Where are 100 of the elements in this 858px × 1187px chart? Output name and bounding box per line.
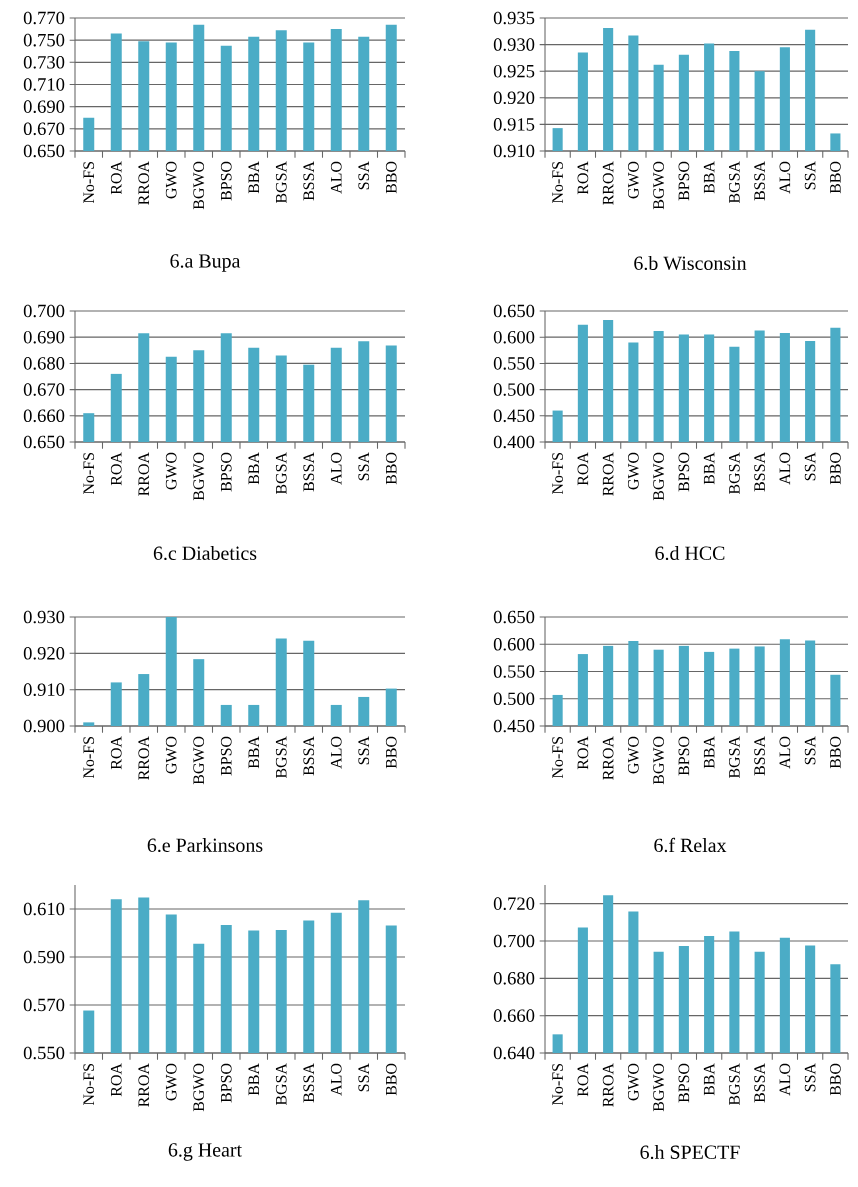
x-tick-label: SSA <box>804 736 816 765</box>
x-tick-label: BPSO <box>220 161 232 201</box>
x-tick-label: BSSA <box>303 452 315 492</box>
x-tick-label: BPSO <box>220 452 232 492</box>
x-tick-label: BGWO <box>653 452 665 501</box>
y-tick-label: 0.400 <box>493 435 535 449</box>
x-tick-label: BGSA <box>729 161 740 204</box>
x-tick-label: RROA <box>138 161 150 205</box>
x-tick-label: ROA <box>110 1063 122 1097</box>
x-tick-label: BBO <box>385 1063 397 1096</box>
x-tick-label: BGSA <box>275 736 287 779</box>
x-tick-label: BBO <box>830 736 841 769</box>
y-tick-label: 0.710 <box>23 78 65 91</box>
text: 6.a Bupa <box>170 254 241 272</box>
x-tick-label: No-FS <box>83 1064 95 1106</box>
x-tick-label: BGSA <box>275 161 287 204</box>
x-tick-label: GWO <box>165 1063 177 1101</box>
text: 6.h SPECTF <box>640 1144 740 1160</box>
y-tick-label: 0.670 <box>23 383 65 396</box>
y-tick-label: 0.920 <box>23 647 65 660</box>
x-tick-label: BBA <box>703 736 715 769</box>
x-tick-label: BPSO <box>220 1063 232 1103</box>
x-tick-label: BBO <box>385 161 397 194</box>
x-tick-label: No-FS <box>552 1064 563 1106</box>
x-tick-label: ROA <box>577 161 589 195</box>
x-tick-label: BSSA <box>303 1063 315 1103</box>
x-tick-label: GWO <box>165 736 177 774</box>
x-tick-label: SSA <box>804 1063 816 1092</box>
x-tick-label: BSSA <box>754 161 765 201</box>
x-tick-label: BGWO <box>653 1063 665 1112</box>
y-tick-label: 0.700 <box>493 934 535 948</box>
x-tick-label: BBO <box>385 736 397 769</box>
x-tick-label: BGWO <box>193 736 205 785</box>
x-tick-label: BBO <box>830 452 841 485</box>
x-tick-label: ALO <box>779 1063 791 1096</box>
x-tick-label: BGSA <box>275 1063 287 1106</box>
y-tick-label: 0.900 <box>23 719 65 733</box>
x-tick-label: No-FS <box>552 453 563 495</box>
x-tick-label: ROA <box>110 161 122 195</box>
x-tick-label: GWO <box>165 452 177 490</box>
x-tick-label: BGWO <box>193 1063 205 1112</box>
y-tick-label: 0.690 <box>23 330 65 344</box>
y-tick-label: 0.680 <box>23 357 65 370</box>
x-tick-label: GWO <box>627 161 639 199</box>
x-tick-label: BBO <box>385 452 397 485</box>
y-tick-label: 0.550 <box>23 1046 65 1060</box>
y-tick-label: 0.600 <box>493 637 535 651</box>
y-tick-label: 0.650 <box>493 610 535 624</box>
x-tick-label: SSA <box>804 452 816 481</box>
y-tick-label: 0.680 <box>493 972 535 985</box>
x-tick-label: BGSA <box>729 736 740 779</box>
text: 6.f Relax <box>654 837 727 853</box>
x-tick-label: BGWO <box>193 161 205 210</box>
x-tick-label: BGWO <box>653 736 665 785</box>
x-tick-label: ALO <box>330 452 342 485</box>
y-tick-label: 0.500 <box>493 383 535 396</box>
x-tick-label: GWO <box>165 161 177 199</box>
x-tick-label: ALO <box>330 161 342 194</box>
x-tick-label: BGSA <box>275 452 287 495</box>
x-tick-label: No-FS <box>83 737 95 779</box>
y-tick-label: 0.930 <box>493 38 535 51</box>
x-tick-label: BPSO <box>678 736 690 776</box>
y-tick-label: 0.935 <box>493 11 535 25</box>
x-tick-label: BGSA <box>729 452 740 495</box>
y-tick-label: 0.700 <box>23 304 65 318</box>
x-tick-label: BBA <box>248 736 260 769</box>
x-tick-label: ROA <box>110 736 122 770</box>
x-tick-label: BSSA <box>754 736 765 776</box>
x-tick-label: RROA <box>602 452 614 496</box>
x-tick-label: RROA <box>138 736 150 780</box>
x-tick-label: BBA <box>248 1063 260 1096</box>
x-tick-label: BBA <box>703 452 715 485</box>
x-tick-label: ROA <box>110 452 122 486</box>
x-tick-label: BGWO <box>653 161 665 210</box>
y-tick-label: 0.910 <box>493 144 535 158</box>
x-tick-label: No-FS <box>552 162 563 204</box>
y-tick-label: 0.670 <box>23 122 65 136</box>
x-tick-label: SSA <box>804 161 816 190</box>
y-tick-label: 0.500 <box>493 692 535 706</box>
x-tick-label: BBO <box>830 161 841 194</box>
x-tick-label: ALO <box>330 1063 342 1096</box>
x-tick-label: BBA <box>248 161 260 194</box>
y-tick-label: 0.910 <box>23 683 65 696</box>
x-tick-label: BSSA <box>303 161 315 201</box>
x-tick-label: ROA <box>577 1063 589 1097</box>
x-tick-label: GWO <box>627 736 639 774</box>
x-tick-label: BPSO <box>678 161 690 201</box>
y-tick-label: 0.650 <box>23 435 65 449</box>
x-tick-label: BPSO <box>220 736 232 776</box>
x-tick-label: RROA <box>602 161 614 205</box>
y-tick-label: 0.450 <box>493 409 535 423</box>
x-tick-label: BGWO <box>193 452 205 501</box>
y-tick-label: 0.610 <box>23 902 65 916</box>
x-tick-label: RROA <box>602 736 614 780</box>
x-tick-label: ALO <box>330 736 342 769</box>
y-tick-label: 0.690 <box>23 100 65 113</box>
y-tick-label: 0.770 <box>23 11 65 25</box>
y-tick-label: 0.750 <box>23 33 65 47</box>
x-tick-label: BSSA <box>754 452 765 492</box>
y-tick-label: 0.570 <box>23 998 65 1012</box>
